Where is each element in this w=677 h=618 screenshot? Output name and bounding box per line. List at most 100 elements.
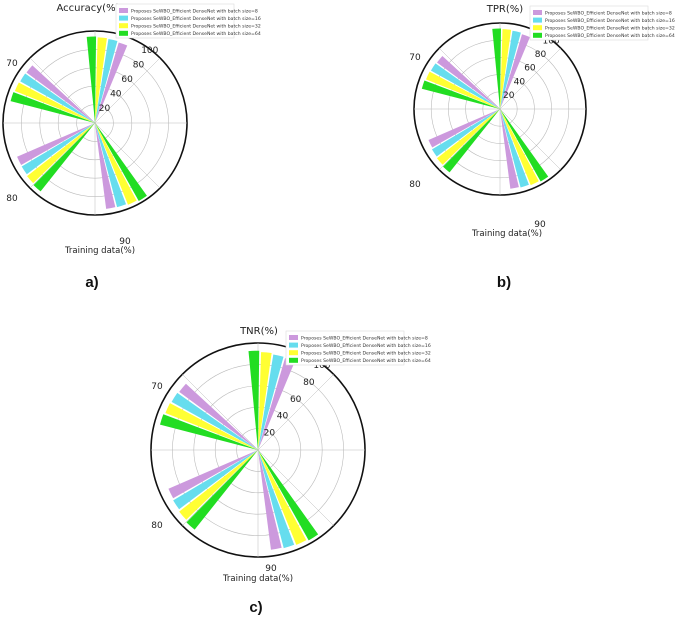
bar-80-series-2 [21, 123, 96, 175]
legend-swatch [119, 15, 128, 21]
bar-80-series-1 [428, 109, 500, 148]
legend-swatch [289, 357, 298, 363]
bar-70-series-3 [165, 403, 258, 450]
radial-tick-label: 100 [313, 361, 330, 371]
bar-80-series-4 [443, 109, 500, 173]
legend-entry: Proposes SeWBO_Efficient DenseNet with b… [545, 33, 675, 39]
grid-spoke [499, 108, 561, 170]
grid-spoke [29, 122, 96, 189]
bar-70-series-1 [179, 383, 258, 450]
grid-spoke [499, 48, 561, 110]
legend-swatch [289, 342, 298, 348]
bar-90-series-3 [500, 109, 539, 186]
bar-100-series-2 [500, 30, 521, 109]
panel-caption-b: b) [497, 274, 511, 291]
legend-box [115, 3, 235, 39]
radial-tick-label: 100 [543, 37, 560, 47]
legend-swatch [289, 350, 298, 356]
bar-70-series-1 [26, 65, 95, 123]
category-label-90: 90 [119, 237, 131, 247]
bar-100-series-4 [492, 28, 501, 110]
panel-caption-c: c) [249, 599, 262, 616]
grid-spoke [29, 57, 96, 124]
legend: Proposes SeWBO_Efficient DenseNet with b… [285, 330, 431, 366]
bar-80-series-4 [186, 450, 258, 530]
legend-swatch [533, 10, 542, 15]
radial-tick-label: 100 [141, 46, 158, 56]
legend-swatch [119, 30, 128, 36]
bar-70-series-4 [160, 414, 258, 450]
legend-swatch [533, 17, 542, 23]
bar-100-series-4 [86, 36, 97, 123]
grid-spoke [439, 108, 501, 170]
legend-entry: Proposes SeWBO_Efficient DenseNet with b… [545, 26, 675, 32]
bar-100-series-3 [258, 352, 272, 450]
chart-panel-b: 20 40 60 80 100 TPR(%) 70 80 90 Training dat… [409, 4, 675, 291]
panel-caption-a: a) [85, 274, 98, 291]
bar-100-series-1 [258, 358, 295, 450]
bar-80-series-1 [17, 123, 95, 165]
legend-swatch [119, 23, 128, 29]
bar-90-series-4 [95, 123, 147, 201]
chart-title: TPR(%) [486, 4, 523, 15]
bar-70-series-3 [14, 82, 95, 123]
category-label-90: 90 [265, 564, 277, 574]
radial-tick-label: 60 [290, 395, 302, 405]
category-label-80: 80 [151, 521, 163, 531]
bar-100-series-1 [500, 34, 530, 110]
bar-70-series-4 [10, 92, 96, 123]
bar-80-series-1 [168, 450, 258, 499]
radial-tick-label: 40 [277, 412, 289, 422]
chart-title: Accuracy(%) [57, 3, 120, 14]
legend-entry: Proposes SeWBO_Efficient DenseNet with b… [301, 335, 428, 341]
bar-70-series-2 [171, 392, 258, 450]
grid-spoke [182, 449, 259, 526]
radial-tick-label: 60 [121, 75, 133, 85]
grid-spoke [439, 48, 501, 110]
bar-80-series-3 [27, 123, 95, 184]
legend-entry: Proposes SeWBO_Efficient DenseNet with b… [545, 10, 672, 16]
legend-entry: Proposes SeWBO_Efficient DenseNet with b… [545, 18, 675, 24]
radial-tick-label: 80 [303, 378, 315, 388]
radial-tick-label: 80 [133, 60, 145, 70]
legend: Proposes SeWBO_Efficient DenseNet with b… [529, 5, 675, 41]
legend-entry: Proposes SeWBO_Efficient DenseNet with b… [301, 358, 431, 364]
bar-90-series-1 [500, 109, 519, 189]
grid-spoke [257, 449, 334, 526]
legend-entry: Proposes SeWBO_Efficient DenseNet with b… [131, 16, 261, 22]
legend-entry: Proposes SeWBO_Efficient DenseNet with b… [301, 351, 431, 357]
legend-box [529, 5, 649, 41]
bar-90-series-2 [258, 450, 295, 549]
legend-entry: Proposes SeWBO_Efficient DenseNet with b… [131, 24, 261, 30]
category-label-70: 70 [409, 53, 421, 63]
grid-spoke [94, 57, 161, 124]
legend-swatch [533, 32, 542, 38]
bar-90-series-4 [258, 450, 319, 541]
bar-70-series-4 [421, 80, 500, 109]
bar-90-series-2 [95, 123, 127, 208]
bar-80-series-3 [436, 109, 500, 165]
bar-70-series-2 [430, 63, 500, 109]
bar-90-series-2 [500, 109, 529, 188]
legend: Proposes SeWBO_Efficient DenseNet with b… [115, 3, 261, 39]
x-axis-label: Training data(%) [64, 246, 135, 256]
grid-spoke [257, 374, 334, 451]
legend-entry: Proposes SeWBO_Efficient DenseNet with b… [301, 343, 431, 349]
bar-80-series-2 [173, 450, 258, 510]
bar-80-series-3 [179, 450, 258, 520]
chart-title: TNR(%) [239, 326, 278, 337]
radial-tick-label: 20 [503, 91, 515, 101]
legend-swatch [289, 335, 298, 340]
radial-tick-label: 40 [110, 89, 122, 99]
bar-90-series-3 [95, 123, 137, 205]
category-label-90: 90 [534, 220, 546, 230]
bar-90-series-3 [258, 450, 307, 545]
radial-tick-label: 20 [99, 104, 111, 114]
bar-90-series-1 [95, 123, 116, 209]
bar-100-series-4 [248, 350, 260, 450]
category-label-80: 80 [6, 194, 18, 204]
radial-tick-label: 60 [524, 64, 536, 74]
bar-100-series-1 [95, 42, 128, 123]
